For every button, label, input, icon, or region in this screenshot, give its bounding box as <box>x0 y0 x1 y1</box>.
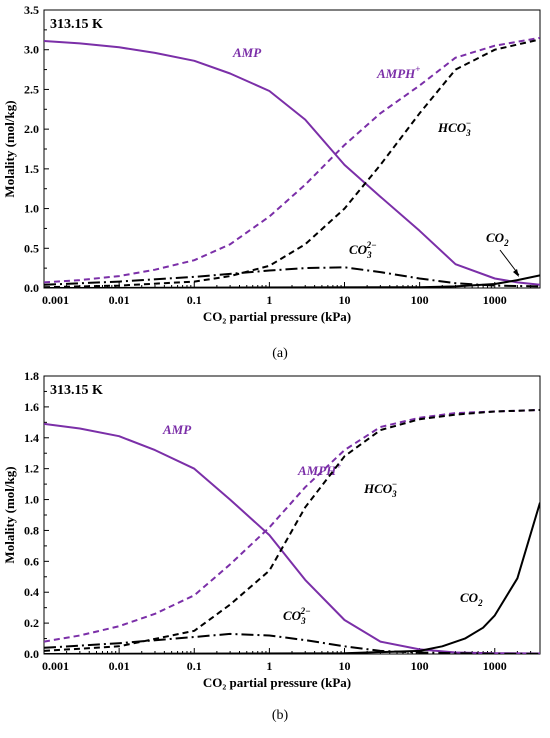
y-tick-label: 0.2 <box>24 616 39 630</box>
x-tick-label: 100 <box>411 659 429 673</box>
y-tick-label: 0.5 <box>24 241 39 255</box>
series-label-main: AMP <box>162 422 192 437</box>
x-tick-label: 10 <box>339 293 351 307</box>
series-line-hco3- <box>44 38 540 288</box>
series-label-main: HCO <box>363 481 393 496</box>
series-label-sup: + <box>415 64 420 74</box>
y-tick-label: 0.0 <box>24 647 39 661</box>
plot-frame <box>43 9 541 289</box>
y-tick-label: 0.4 <box>24 585 39 599</box>
series-label-co2: CO2 <box>486 230 509 248</box>
series-label-sup: 2− <box>366 240 377 250</box>
series-label-co3-2-: CO32− <box>349 240 377 260</box>
panel-caption: (b) <box>272 708 289 723</box>
series-label-sup: + <box>336 461 341 471</box>
x-tick-label: 0.01 <box>109 293 130 307</box>
series-label-amp: AMP <box>162 422 192 437</box>
series-line-co3-2- <box>44 266 540 288</box>
series-label-co2: CO2 <box>460 590 483 608</box>
y-tick-label: 1.4 <box>24 431 39 445</box>
series-label-sup: − <box>466 118 471 128</box>
chart-panel-0: 0.0 0.5 1.0 1.5 2.0 2.5 3.0 3.5 0.001 0.01 0.1 1 10 1… <box>2 3 541 361</box>
y-axis-label: Molality (mol/kg) <box>2 100 17 197</box>
series-label-main: CO <box>349 242 368 257</box>
y-tick-label: 1.5 <box>24 162 39 176</box>
series-line-hco3- <box>44 409 540 652</box>
x-tick-label: 0.01 <box>109 659 130 673</box>
y-tick-label: 1.8 <box>24 369 39 383</box>
y-tick-label: 2.0 <box>24 122 39 136</box>
y-tick-label: 1.6 <box>24 400 39 414</box>
series-label-main: AMP <box>232 45 262 60</box>
y-tick-label: 0.0 <box>24 281 39 295</box>
series-label-main: CO <box>283 608 302 623</box>
x-tick-label: 0.001 <box>42 293 69 307</box>
series-label-amph-: AMPH+ <box>376 64 420 81</box>
x-tick-label: 1 <box>266 293 272 307</box>
temperature-label: 313.15 K <box>50 17 103 32</box>
x-tick-label: 0.1 <box>187 659 202 673</box>
series-label-amph-: AMPH+ <box>297 461 341 478</box>
y-tick-label: 3.5 <box>24 3 39 17</box>
x-tick-label: 1 <box>266 659 272 673</box>
series-label-sub: 3 <box>300 616 306 626</box>
y-axis-label: Molality (mol/kg) <box>2 466 17 563</box>
series-line-co2 <box>44 502 540 654</box>
x-tick-label: 1000 <box>483 293 507 307</box>
series-line-amp <box>44 422 540 654</box>
temperature-label: 313.15 K <box>50 383 103 398</box>
series-label-sub: 3 <box>465 128 471 138</box>
series-label-sub: 3 <box>391 489 397 499</box>
series-label-main: CO <box>460 590 479 605</box>
series-label-hco3-: HCO3− <box>363 479 397 499</box>
y-tick-label: 1.0 <box>24 493 39 507</box>
x-tick-label: 0.1 <box>187 293 202 307</box>
x-tick-label: 1000 <box>483 659 507 673</box>
series-label-main: AMPH <box>297 463 337 478</box>
x-tick-label: 0.001 <box>42 659 69 673</box>
y-tick-label: 1.2 <box>24 462 39 476</box>
series-label-main: AMPH <box>376 66 416 81</box>
series-line-amph- <box>44 409 540 643</box>
series-line-amph- <box>44 36 540 284</box>
series-label-sup: 2− <box>300 606 311 616</box>
series-label-sub: 2 <box>503 238 509 248</box>
series-label-hco3-: HCO3− <box>437 118 471 138</box>
x-axis-label: CO₂ partial pressure (kPa) <box>203 675 351 690</box>
series-label-sup: − <box>392 479 397 489</box>
y-tick-label: 3.0 <box>24 43 39 57</box>
y-tick-label: 0.6 <box>24 554 39 568</box>
series-label-co3-2-: CO32− <box>283 606 311 626</box>
series-label-sub: 3 <box>366 250 372 260</box>
y-tick-label: 2.5 <box>24 82 39 96</box>
y-tick-label: 0.8 <box>24 523 39 537</box>
series-label-sub: 2 <box>477 598 483 608</box>
chart-panel-1: 0.0 0.2 0.4 0.6 0.8 1.0 1.2 1.4 1.6 1.8 0.001 0.01 0… <box>2 369 541 723</box>
series-line-co2 <box>44 274 540 288</box>
panel-caption: (a) <box>272 346 288 361</box>
series-label-amp: AMP <box>232 45 262 60</box>
x-tick-label: 10 <box>339 659 351 673</box>
x-axis-label: CO₂ partial pressure (kPa) <box>203 309 351 324</box>
co2-arrow-head <box>513 269 519 277</box>
y-tick-label: 1.0 <box>24 202 39 216</box>
x-tick-label: 100 <box>411 293 429 307</box>
series-line-amp <box>44 40 540 286</box>
series-line-co3-2- <box>44 632 540 654</box>
series-label-main: CO <box>486 230 505 245</box>
series-label-main: HCO <box>437 120 467 135</box>
